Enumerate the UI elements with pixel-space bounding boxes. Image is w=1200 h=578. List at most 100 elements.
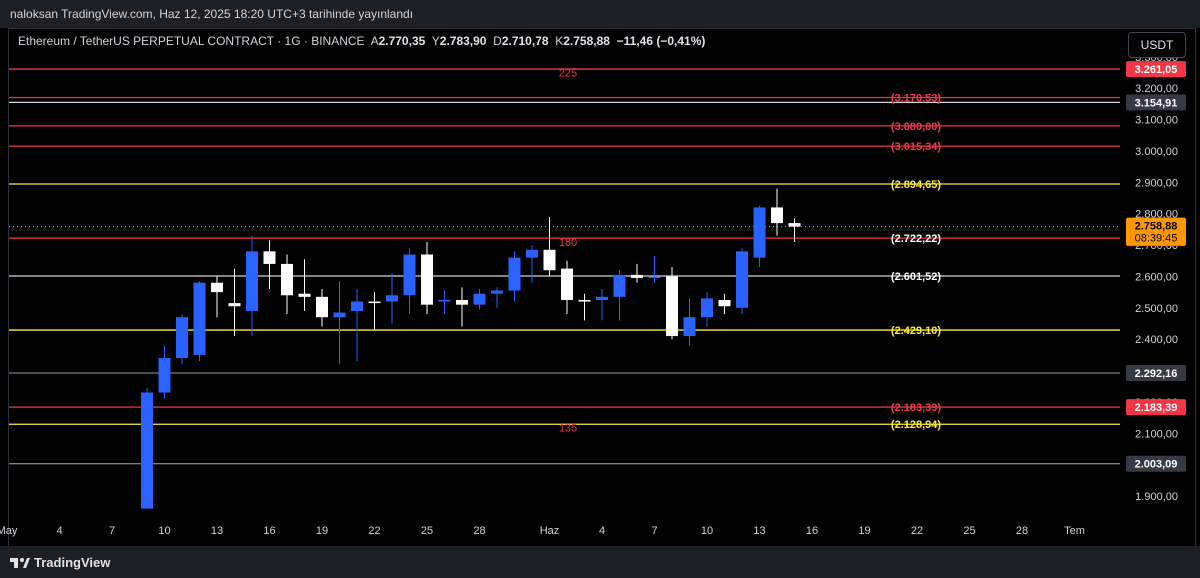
x-tick-label: Haz <box>540 525 560 537</box>
candle-body <box>771 207 783 224</box>
y-tick-label: 2.900,00 <box>1135 177 1178 189</box>
candle-body <box>246 251 258 311</box>
x-tick-label: 22 <box>911 525 923 537</box>
x-tick-label: 4 <box>56 525 62 537</box>
candle-body <box>281 263 293 296</box>
x-tick-label: 25 <box>421 525 433 537</box>
x-tick-label: 25 <box>963 525 975 537</box>
tradingview-logo[interactable]: TradingView <box>10 555 110 570</box>
price-tag-label: 2.292,16 <box>1135 368 1178 380</box>
candle-body <box>788 223 801 227</box>
level-price-label: (2.722,22) <box>891 233 941 245</box>
chart-panel[interactable] <box>8 28 1196 548</box>
x-tick-label: 28 <box>473 525 485 537</box>
x-tick-label: 28 <box>1016 525 1028 537</box>
candle-body <box>158 358 171 393</box>
y-tick-label: 2.500,00 <box>1135 303 1178 315</box>
price-tag-label: 2.003,09 <box>1135 459 1178 471</box>
y-tick-label: 3.200,00 <box>1135 83 1178 95</box>
x-tick-label: 10 <box>701 525 713 537</box>
y-tick-label: 2.100,00 <box>1135 428 1178 440</box>
publish-text: naloksan TradingView.com, Haz 12, 2025 1… <box>10 7 414 21</box>
candle-body <box>386 295 398 302</box>
high-value: 2.783,90 <box>439 34 487 48</box>
candle-body <box>701 298 713 318</box>
candle-body <box>351 301 363 311</box>
currency-button[interactable]: USDT <box>1128 32 1186 58</box>
high-label: Y <box>431 34 440 48</box>
price-tag-label: 3.261,05 <box>1135 64 1178 76</box>
candle-body <box>718 299 731 307</box>
x-tick-label: 19 <box>316 525 328 537</box>
candle-body <box>578 299 591 302</box>
candle-body <box>613 274 626 297</box>
low-label: D <box>493 34 502 48</box>
open-label: A <box>370 34 379 48</box>
publish-header: naloksan TradingView.com, Haz 12, 2025 1… <box>0 0 1200 28</box>
level-price-label: (2.128,94) <box>891 419 941 431</box>
candle-body <box>543 249 556 271</box>
candle-body <box>491 290 503 294</box>
level-price-label: (2.183,39) <box>891 402 941 414</box>
low-value: 2.710,78 <box>501 34 549 48</box>
level-annotation: 225 <box>559 68 577 80</box>
y-tick-label: 2.400,00 <box>1135 334 1178 346</box>
x-tick-label: 13 <box>211 525 223 537</box>
candle-body <box>176 317 188 359</box>
x-tick-label: 16 <box>806 525 818 537</box>
price-tag-label: 2.183,39 <box>1135 402 1178 414</box>
level-price-label: (2.894,65) <box>891 179 941 191</box>
footer-bar: TradingView <box>0 546 1200 578</box>
level-price-label: (2.601,52) <box>891 271 941 283</box>
candle-body <box>228 303 241 307</box>
level-price-label: (2.429,10) <box>891 325 941 337</box>
y-tick-label: 3.100,00 <box>1135 115 1178 127</box>
close-value: 2.758,88 <box>563 34 610 48</box>
x-tick-label: Tem <box>1064 525 1085 537</box>
x-tick-label: 19 <box>858 525 870 537</box>
level-annotation: 135 <box>559 423 577 435</box>
x-tick-label: 16 <box>263 525 275 537</box>
symbol-legend: Ethereum / TetherUS PERPETUAL CONTRACT ·… <box>18 34 705 48</box>
y-tick-label: 1.900,00 <box>1135 491 1178 503</box>
candle-body <box>753 207 766 258</box>
x-tick-label: 13 <box>753 525 765 537</box>
x-tick-label: 22 <box>368 525 380 537</box>
x-tick-label: 7 <box>109 525 115 537</box>
current-price-tag <box>1126 217 1186 246</box>
level-annotation: 180 <box>559 237 577 249</box>
candle-body <box>316 296 328 318</box>
candle-body <box>736 251 748 308</box>
candle-body <box>211 282 223 293</box>
candle-body <box>263 251 276 264</box>
candle-body <box>683 317 696 337</box>
candle-body <box>141 392 153 509</box>
price-tag <box>1126 94 1186 111</box>
current-price-label: 2.758,88 <box>1135 221 1178 233</box>
level-price-label: (3.015,34) <box>891 141 941 153</box>
price-tag-label: 3.154,91 <box>1135 97 1178 109</box>
tradingview-brand: TradingView <box>34 555 111 570</box>
open-value: 2.770,35 <box>378 34 426 48</box>
candle-body <box>368 301 381 304</box>
candle-body <box>648 276 661 279</box>
x-tick-label: 10 <box>158 525 170 537</box>
tradingview-icon <box>10 557 30 568</box>
price-tag <box>1126 455 1186 472</box>
candle-body <box>438 299 451 302</box>
price-tag <box>1126 365 1186 382</box>
candle-body <box>421 254 433 305</box>
candle-body <box>526 249 538 258</box>
change-value: −11,46 (−0,41%) <box>616 34 706 48</box>
candle-body <box>456 299 468 305</box>
candle-body <box>561 268 573 300</box>
x-tick-label: May <box>0 525 18 537</box>
price-tag <box>1126 399 1186 416</box>
y-tick-label: 2.600,00 <box>1135 271 1178 283</box>
symbol-name: Ethereum / TetherUS PERPETUAL CONTRACT ·… <box>18 34 365 48</box>
candle-body <box>631 274 643 279</box>
candle-body <box>403 254 416 296</box>
candle-body <box>473 293 486 305</box>
level-price-label: (3.170,53) <box>891 92 941 104</box>
